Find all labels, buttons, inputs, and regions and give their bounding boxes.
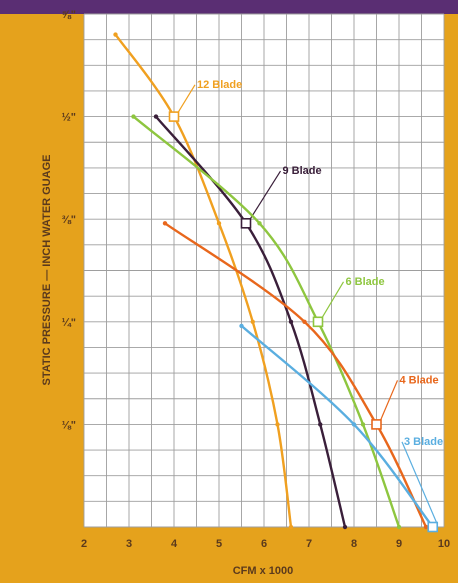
series-label-4-blade: 4 Blade [400,374,439,386]
y-tick-label: ½" [62,112,76,124]
series-line-12-blade [114,33,293,529]
data-point-4-blade [162,221,168,226]
series-12-blade: 12 Blade [113,32,294,530]
series-4-blade: 4 Blade [162,221,439,530]
x-tick-label: 5 [216,538,222,550]
x-tick-label: 3 [126,538,132,550]
series-6-blade: 6 Blade [131,114,402,530]
marker-box-12-blade [168,111,180,122]
data-point-12-blade [216,221,222,226]
x-tick-label: 2 [81,538,87,550]
x-tick-label: 8 [351,538,357,550]
series-label-9-blade: 9 Blade [283,165,322,177]
data-point-3-blade [239,323,244,329]
y-tick-label: ¼" [62,317,76,329]
marker-box-3-blade [427,521,439,533]
data-point-4-blade [302,319,307,324]
data-point-12-blade [275,422,280,427]
tick-labels: 2 3 4 5 6 7 8 9 10 ⅛" ¼" ⅜" ½" ⅝" [62,9,451,550]
series-label-6-blade: 6 Blade [346,276,385,288]
data-point-6-blade [257,221,262,226]
grid-lines [83,13,445,528]
leader-line-6-blade [321,281,345,319]
marker-box-4-blade [371,419,382,430]
leader-line-12-blade [177,84,196,113]
data-point-12-blade [250,319,255,324]
data-point-12-blade [113,32,118,37]
series-line-4-blade [163,222,428,529]
series-label-3-blade: 3 Blade [404,436,443,448]
data-point-6-blade [131,114,136,119]
series-3-blade: 3 Blade [239,323,443,533]
header-bar [0,0,458,14]
y-axis-title: STATIC PRESSURE — INCH WATER GUAGE [41,154,53,385]
marker-box-9-blade [240,218,252,229]
data-point-9-blade [342,524,348,530]
x-tick-label: 4 [171,538,178,550]
series-label-12-blade: 12 Blade [197,79,242,91]
x-tick-label: 7 [306,538,312,550]
data-point-6-blade [360,422,366,427]
data-point-3-blade [351,422,357,427]
leader-line-9-blade [249,170,282,220]
leader-line-4-blade [379,380,399,421]
y-tick-label: ⅜" [62,214,76,226]
data-point-12-blade [288,524,294,530]
leader-line-3-blade [401,441,438,524]
y-tick-label: ⅛" [62,419,76,431]
series-layer: 12 Blade 9 Blade 6 Blade 4 Blade 3 Blade [113,32,443,533]
y-tick-label: ⅝" [62,9,76,21]
data-point-6-blade [396,524,402,530]
data-point-9-blade [153,114,159,119]
x-axis-title: CFM x 1000 [233,565,294,577]
x-tick-label: 9 [396,538,402,550]
data-point-4-blade [423,524,429,530]
data-point-9-blade [318,422,323,427]
marker-box-6-blade [312,316,324,328]
data-point-9-blade [288,319,294,324]
x-tick-label: 6 [261,538,267,550]
x-tick-label: 10 [438,538,450,550]
